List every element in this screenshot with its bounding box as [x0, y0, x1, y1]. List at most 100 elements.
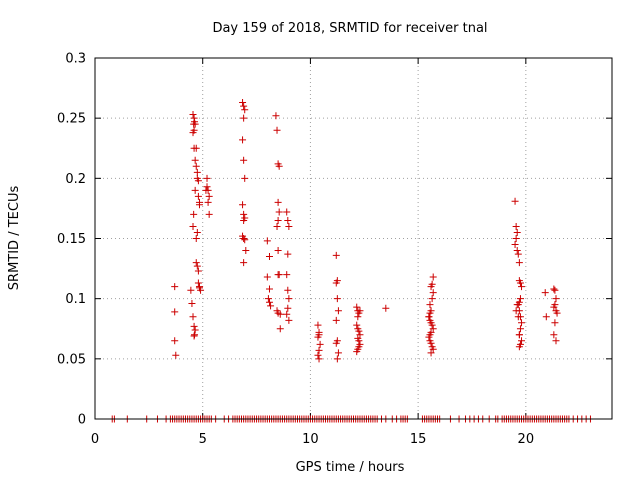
data-point [515, 343, 523, 351]
data-point [284, 216, 292, 224]
data-point [240, 259, 248, 267]
grid-lines [95, 58, 612, 419]
data-point [265, 253, 273, 261]
data-point [425, 333, 433, 341]
y-tick-label: 0.3 [65, 52, 86, 67]
data-point [511, 197, 519, 205]
y-tick-label: 0 [78, 413, 86, 428]
data-point [513, 301, 521, 309]
data-point [202, 186, 210, 194]
data-point [429, 325, 437, 333]
data-point [316, 340, 324, 348]
data-point [283, 310, 291, 318]
data-point [192, 144, 200, 152]
data-point [204, 198, 212, 206]
data-point [427, 349, 435, 357]
data-point [187, 286, 195, 294]
plot-frame [94, 57, 613, 420]
x-tick-labels: 0 5 10 15 20 [91, 432, 534, 447]
data-point [514, 250, 522, 258]
data-point [272, 112, 280, 120]
data-point [189, 222, 197, 230]
data-point [274, 271, 282, 279]
data-point [240, 210, 248, 218]
data-point [240, 114, 248, 122]
data-point [172, 351, 180, 359]
data-point [356, 307, 364, 315]
data-point [426, 301, 434, 309]
data-point [275, 162, 283, 170]
data-point [515, 331, 523, 339]
data-point [332, 316, 340, 324]
data-point [332, 279, 340, 287]
data-point [171, 337, 179, 345]
data-point [550, 331, 558, 339]
data-point [429, 289, 437, 297]
y-tick-label: 0.15 [57, 232, 86, 247]
x-tick-label: 5 [199, 432, 207, 447]
data-point [194, 177, 202, 185]
data-point [191, 326, 199, 334]
data-point [193, 228, 201, 236]
data-point [191, 156, 199, 164]
data-point [334, 307, 342, 315]
data-point [263, 237, 271, 245]
data-point [429, 273, 437, 281]
data-point [242, 247, 250, 255]
data-point [355, 337, 363, 345]
data-point [353, 348, 361, 356]
data-point [428, 280, 436, 288]
data-point [425, 313, 433, 321]
data-point [353, 321, 361, 329]
data-point [512, 307, 520, 315]
chart-title: Day 159 of 2018, SRMTID for receiver tna… [212, 21, 487, 36]
data-point [188, 299, 196, 307]
y-tick-label: 0.2 [65, 172, 86, 187]
data-point [240, 102, 248, 110]
data-point [273, 222, 281, 230]
data-point [273, 126, 281, 134]
data-point [284, 304, 292, 312]
data-point [551, 319, 559, 327]
data-point [353, 303, 361, 311]
data-point [197, 286, 205, 294]
data-point [314, 321, 322, 329]
x-tick-label: 0 [91, 432, 99, 447]
data-point [191, 120, 199, 128]
data-point [285, 316, 293, 324]
data-point [194, 267, 202, 275]
data-point [283, 208, 291, 216]
data-point [190, 322, 198, 330]
data-point [241, 106, 249, 114]
data-point [428, 295, 436, 303]
data-point [356, 331, 364, 339]
data-point [514, 313, 522, 321]
data-point [332, 251, 340, 259]
data-point [275, 208, 283, 216]
data-point [239, 136, 247, 144]
data-point [516, 279, 524, 287]
data-point [241, 236, 249, 244]
data-point [193, 168, 201, 176]
data-point [192, 162, 200, 170]
data-point [192, 259, 200, 267]
data-point [267, 302, 275, 310]
data-point [333, 355, 341, 363]
data-point [265, 298, 273, 306]
data-point [284, 250, 292, 258]
x-tick-label: 10 [302, 432, 319, 447]
data-point [239, 201, 247, 209]
data-point [191, 186, 199, 194]
data-point [240, 156, 248, 164]
data-point [315, 355, 323, 363]
data-point [315, 346, 323, 354]
data-point [189, 313, 197, 321]
data-point [550, 303, 558, 311]
data-point [550, 285, 558, 293]
data-point [314, 351, 322, 359]
data-point [192, 235, 200, 242]
data-point [515, 259, 523, 267]
data-point [427, 339, 435, 347]
data-point [191, 331, 199, 339]
data-point [553, 309, 561, 317]
